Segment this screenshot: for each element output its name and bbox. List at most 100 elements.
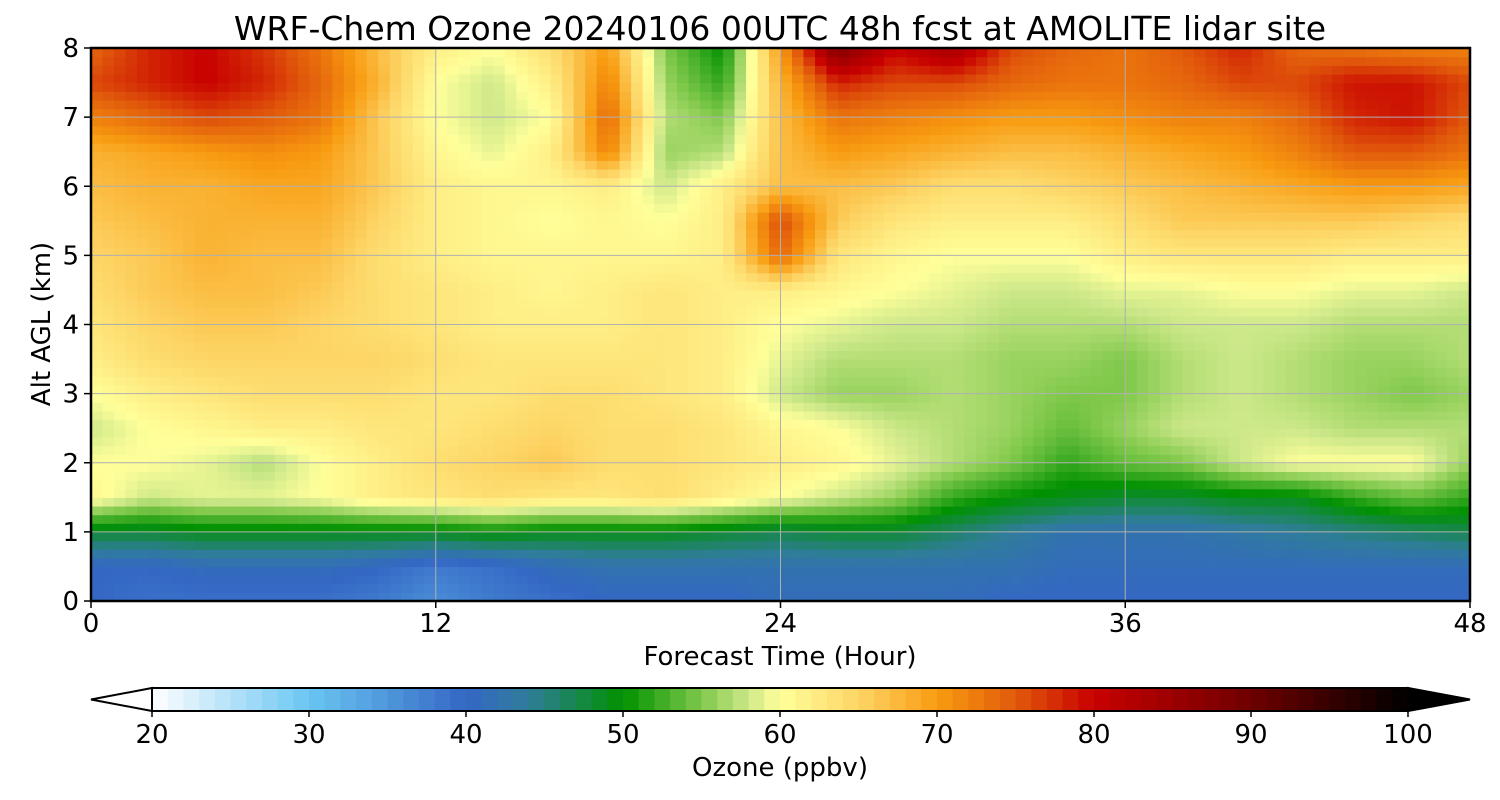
contour-cell: [1171, 566, 1184, 576]
contour-cell: [872, 410, 885, 421]
contour-cell: [401, 592, 414, 601]
contour-cell: [424, 393, 437, 403]
contour-cell: [1171, 272, 1184, 282]
contour-cell: [217, 307, 230, 317]
contour-cell: [504, 497, 517, 507]
contour-cell: [975, 471, 988, 481]
contour-cell: [1228, 436, 1241, 447]
contour-cell: [1171, 540, 1184, 550]
contour-cell: [1010, 575, 1023, 585]
contour-cell: [113, 238, 127, 248]
contour-cell: [619, 246, 632, 256]
contour-cell: [481, 592, 494, 601]
contour-cell: [860, 367, 874, 377]
contour-cell: [194, 549, 207, 559]
contour-cell: [906, 255, 919, 265]
contour-cell: [1171, 454, 1184, 464]
contour-cell: [1424, 592, 1437, 601]
contour-cell: [504, 445, 517, 455]
contour-cell: [366, 281, 379, 291]
contour-cell: [918, 350, 931, 360]
contour-cell: [1205, 298, 1218, 308]
contour-cell: [136, 549, 150, 559]
contour-cell: [562, 384, 575, 395]
contour-cell: [769, 505, 782, 516]
contour-cell: [1355, 462, 1368, 472]
contour-cell: [493, 324, 506, 334]
contour-cell: [550, 531, 563, 542]
contour-cell: [895, 350, 908, 360]
contour-cell: [309, 384, 322, 395]
contour-cell: [918, 289, 931, 300]
contour-cell: [527, 488, 540, 498]
contour-cell: [527, 238, 540, 248]
contour-cell: [791, 367, 805, 377]
contour-cell: [91, 549, 104, 559]
contour-cell: [217, 583, 230, 593]
contour-cell: [895, 238, 908, 248]
contour-cell: [228, 445, 241, 455]
contour-cell: [688, 298, 701, 308]
contour-cell: [608, 436, 621, 447]
contour-cell: [539, 454, 552, 464]
contour-cell: [573, 514, 586, 524]
contour-cell: [113, 307, 127, 317]
contour-cell: [1113, 566, 1126, 576]
contour-cell: [412, 505, 425, 516]
contour-cell: [159, 428, 173, 438]
contour-cell: [998, 540, 1011, 550]
contour-cell: [791, 540, 805, 550]
contour-cell: [1251, 557, 1264, 568]
contour-cell: [826, 384, 839, 395]
contour-cell: [136, 298, 150, 308]
contour-cell: [803, 419, 816, 429]
contour-cell: [1378, 523, 1391, 533]
contour-cell: [814, 566, 828, 576]
contour-cell: [527, 557, 540, 568]
contour-cell: [527, 497, 540, 507]
contour-cell: [1079, 376, 1092, 386]
contour-cell: [297, 497, 310, 507]
contour-cell: [136, 531, 150, 542]
contour-cell: [1102, 298, 1115, 308]
contour-cell: [1263, 480, 1276, 490]
contour-cell: [964, 497, 977, 507]
contour-cell: [1366, 255, 1379, 265]
contour-cell: [1378, 480, 1391, 490]
contour-cell: [1412, 480, 1425, 490]
contour-cell: [378, 264, 391, 274]
contour-cell: [1389, 514, 1402, 524]
contour-cell: [872, 419, 885, 429]
contour-cell: [343, 575, 356, 585]
contour-cell: [1056, 315, 1069, 326]
contour-cell: [1033, 419, 1046, 429]
contour-cell: [378, 505, 391, 516]
contour-cell: [1309, 497, 1322, 507]
contour-cell: [1355, 281, 1368, 291]
contour-cell: [998, 514, 1011, 524]
contour-cell: [251, 376, 264, 386]
contour-cell: [987, 471, 1000, 481]
contour-cell: [1297, 393, 1310, 403]
contour-cell: [1102, 376, 1115, 386]
contour-cell: [562, 514, 575, 524]
contour-cell: [1067, 592, 1080, 601]
contour-cell: [1171, 289, 1184, 300]
contour-cell: [849, 557, 862, 568]
contour-cell: [654, 264, 667, 274]
contour-cell: [1251, 540, 1264, 550]
contour-cell: [688, 497, 701, 507]
contour-cell: [803, 264, 816, 274]
contour-cell: [1332, 324, 1345, 334]
contour-cell: [746, 298, 759, 308]
contour-cell: [1251, 436, 1264, 447]
contour-cell: [1332, 289, 1345, 300]
contour-cell: [401, 376, 414, 386]
contour-cell: [1412, 505, 1425, 516]
contour-cell: [1136, 410, 1149, 421]
contour-cell: [677, 238, 690, 248]
contour-cell: [1056, 462, 1069, 472]
contour-cell: [780, 341, 793, 352]
contour-cell: [849, 298, 862, 308]
contour-cell: [286, 367, 299, 377]
